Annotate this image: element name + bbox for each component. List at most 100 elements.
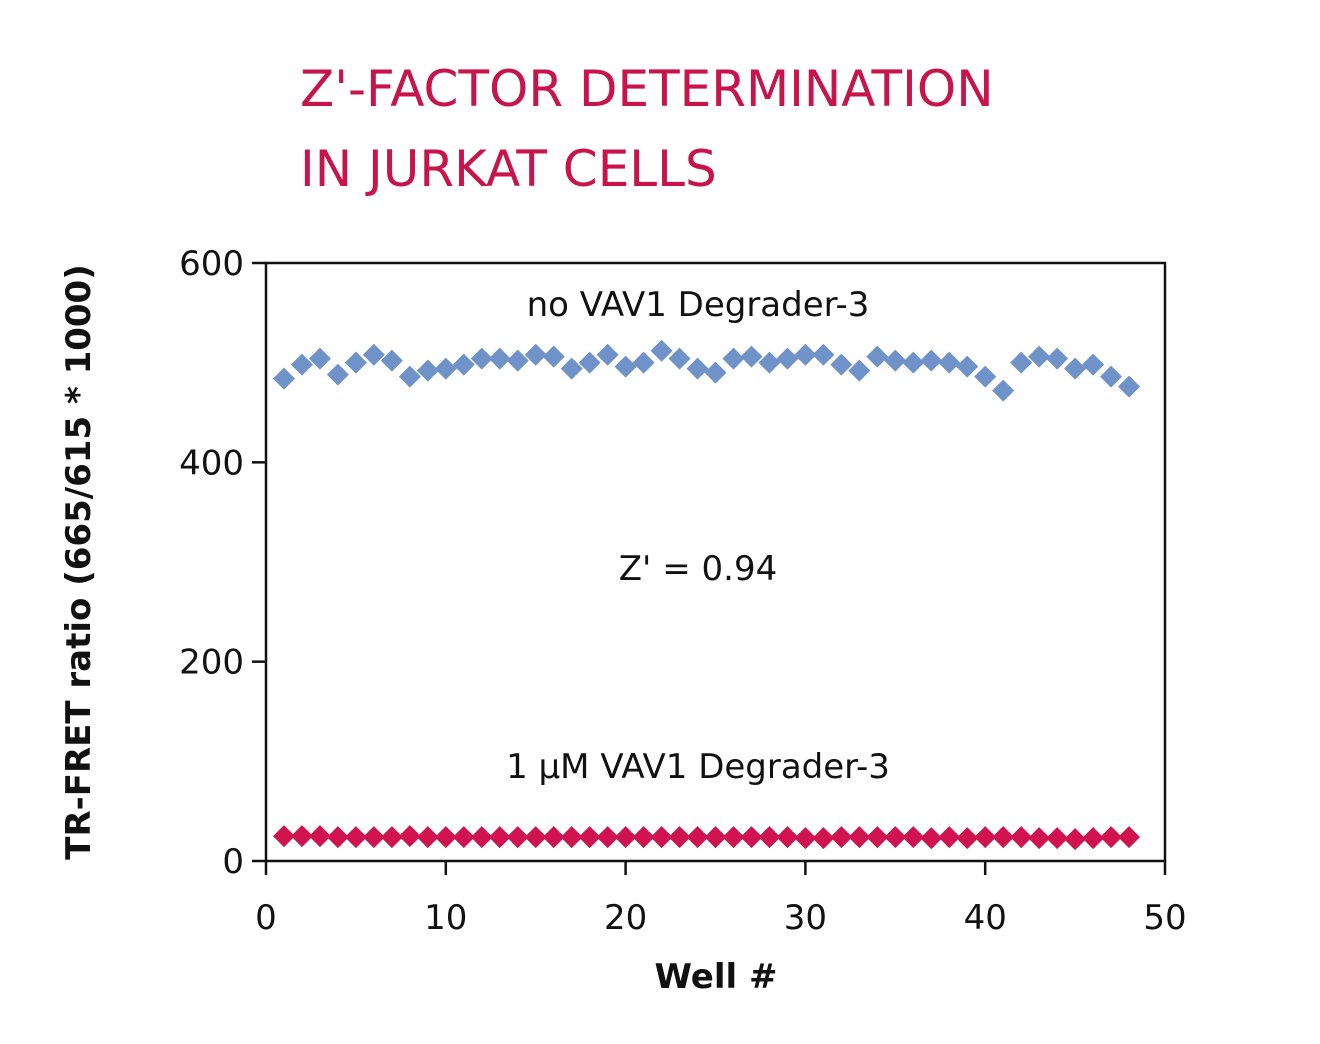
point bbox=[956, 355, 979, 378]
point bbox=[812, 827, 835, 850]
point bbox=[506, 826, 529, 849]
point bbox=[1064, 357, 1087, 380]
chart-title: IN JURKAT CELLS bbox=[300, 140, 717, 198]
point bbox=[974, 826, 997, 849]
x-tick-label: 20 bbox=[604, 898, 647, 938]
point bbox=[830, 353, 853, 376]
point bbox=[290, 353, 313, 376]
point bbox=[1100, 365, 1123, 388]
point bbox=[308, 347, 331, 370]
x-axis-label: Well # bbox=[655, 957, 778, 997]
point bbox=[578, 826, 601, 849]
point bbox=[488, 347, 511, 370]
point bbox=[326, 363, 349, 386]
x-tick-label: 40 bbox=[964, 898, 1007, 938]
point bbox=[272, 825, 295, 848]
y-tick-label: 400 bbox=[179, 443, 244, 483]
point bbox=[344, 826, 367, 849]
point bbox=[812, 343, 835, 366]
point bbox=[632, 826, 655, 849]
annotation: 1 µM VAV1 Degrader-3 bbox=[506, 747, 890, 787]
point bbox=[794, 827, 817, 850]
chart-title: Z'-FACTOR DETERMINATION bbox=[300, 60, 994, 118]
point bbox=[506, 349, 529, 372]
point bbox=[524, 343, 547, 366]
point bbox=[362, 343, 385, 366]
point bbox=[1082, 353, 1105, 376]
point bbox=[794, 343, 817, 366]
point bbox=[686, 357, 709, 380]
point bbox=[902, 826, 925, 849]
point bbox=[1100, 826, 1123, 849]
point bbox=[452, 826, 475, 849]
point bbox=[524, 826, 547, 849]
point bbox=[974, 365, 997, 388]
point bbox=[578, 351, 601, 374]
y-tick-label: 600 bbox=[179, 244, 244, 284]
point bbox=[776, 826, 799, 849]
point bbox=[398, 825, 421, 848]
point bbox=[848, 359, 871, 382]
point bbox=[290, 825, 313, 848]
point bbox=[560, 357, 583, 380]
point bbox=[740, 345, 763, 368]
point bbox=[704, 826, 727, 849]
point bbox=[902, 351, 925, 374]
annotation: Z' = 0.94 bbox=[619, 549, 777, 589]
point bbox=[1118, 375, 1141, 398]
point bbox=[596, 343, 619, 366]
point bbox=[740, 826, 763, 849]
point bbox=[920, 827, 943, 850]
point bbox=[920, 349, 943, 372]
point bbox=[722, 347, 745, 370]
point bbox=[632, 351, 655, 374]
x-tick-label: 50 bbox=[1143, 898, 1186, 938]
point bbox=[758, 826, 781, 849]
point bbox=[434, 826, 457, 849]
point bbox=[560, 826, 583, 849]
point bbox=[1010, 351, 1033, 374]
point bbox=[380, 826, 403, 849]
point bbox=[1118, 826, 1141, 849]
point bbox=[722, 826, 745, 849]
point bbox=[938, 826, 961, 849]
point bbox=[1010, 826, 1033, 849]
point bbox=[416, 359, 439, 382]
point bbox=[1046, 827, 1069, 850]
point bbox=[452, 353, 475, 376]
point bbox=[956, 827, 979, 850]
point bbox=[416, 826, 439, 849]
point bbox=[434, 357, 457, 380]
point bbox=[614, 355, 637, 378]
point bbox=[542, 345, 565, 368]
point bbox=[848, 826, 871, 849]
point bbox=[866, 826, 889, 849]
point bbox=[596, 826, 619, 849]
point bbox=[614, 826, 637, 849]
x-tick-label: 0 bbox=[255, 898, 277, 938]
point bbox=[542, 826, 565, 849]
point bbox=[1046, 347, 1069, 370]
point bbox=[650, 826, 673, 849]
point bbox=[380, 349, 403, 372]
point bbox=[362, 826, 385, 849]
point bbox=[1028, 827, 1051, 850]
point bbox=[704, 361, 727, 384]
point bbox=[866, 345, 889, 368]
point bbox=[272, 367, 295, 390]
point bbox=[470, 347, 493, 370]
point bbox=[884, 826, 907, 849]
point bbox=[488, 826, 511, 849]
point bbox=[686, 826, 709, 849]
point bbox=[776, 347, 799, 370]
y-axis-label: TR-FRET ratio (665/615 * 1000) bbox=[59, 264, 99, 859]
x-tick-label: 10 bbox=[424, 898, 467, 938]
point bbox=[668, 347, 691, 370]
point bbox=[830, 826, 853, 849]
point bbox=[1082, 827, 1105, 850]
point bbox=[992, 379, 1015, 402]
point bbox=[344, 351, 367, 374]
point bbox=[668, 826, 691, 849]
point bbox=[938, 351, 961, 374]
